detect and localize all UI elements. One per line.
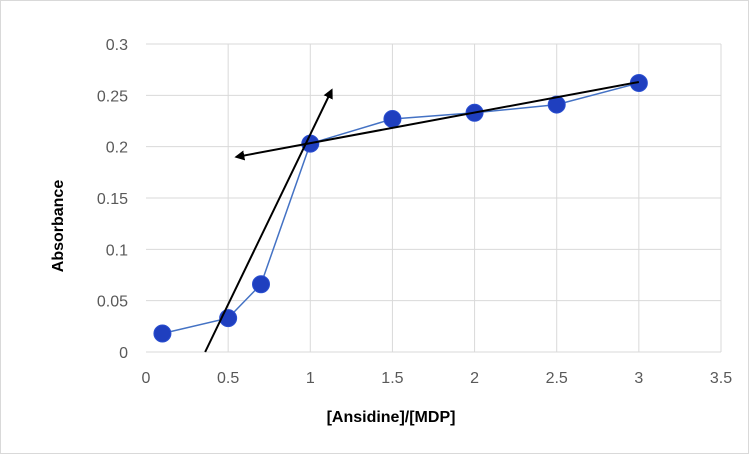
y-tick-label: 0: [119, 345, 128, 362]
y-tick-label: 0.2: [106, 140, 128, 157]
x-tick-label: 3.5: [710, 370, 732, 387]
y-tick-label: 0.25: [97, 88, 128, 105]
x-tick-label: 2.5: [546, 370, 568, 387]
x-axis-ticks: 0 0.5 1 1.5 2 2.5 3 3.5: [142, 370, 733, 387]
trend-arrows: [204, 81, 640, 353]
y-tick-label: 0.05: [97, 294, 128, 311]
x-axis-title: [Ansidine]/[MDP]: [327, 409, 456, 426]
data-point: [547, 95, 566, 114]
y-axis-ticks: 0 0.05 0.1 0.15 0.2 0.25 0.3: [97, 37, 128, 362]
y-tick-label: 0.15: [97, 191, 128, 208]
y-tick-label: 0.1: [106, 242, 128, 259]
y-tick-label: 0.3: [106, 37, 128, 54]
x-tick-label: 0: [142, 370, 151, 387]
trend-arrow: [204, 88, 333, 353]
data-point: [383, 109, 402, 128]
data-point: [153, 324, 172, 343]
x-tick-label: 3: [634, 370, 643, 387]
gridlines: [146, 43, 722, 353]
x-tick-label: 2: [470, 370, 479, 387]
x-tick-label: 0.5: [217, 370, 239, 387]
data-point: [252, 275, 270, 294]
y-axis-title: Absorbance: [50, 180, 67, 273]
x-tick-label: 1.5: [381, 370, 403, 387]
x-tick-label: 1: [306, 370, 315, 387]
trend-arrow: [234, 81, 640, 161]
